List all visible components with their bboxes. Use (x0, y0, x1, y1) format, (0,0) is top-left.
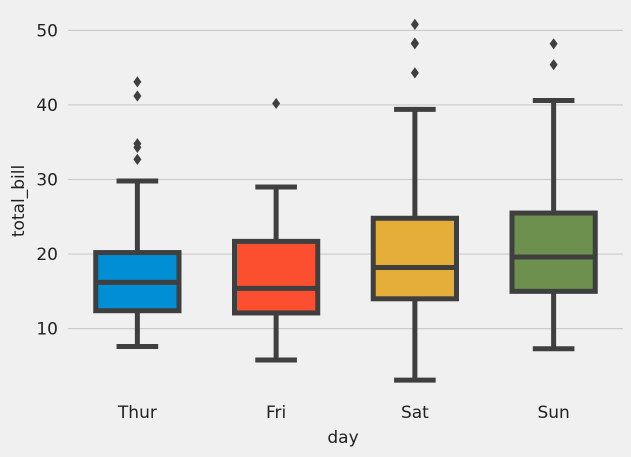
x-tick-label-thur: Thur (117, 403, 157, 423)
outlier-point (410, 37, 419, 49)
box-thur (93, 76, 182, 350)
x-tick-label-sun: Sun (537, 403, 569, 423)
outlier-point (133, 138, 142, 150)
outlier-point (272, 97, 281, 110)
x-tick-label-fri: Fri (266, 403, 286, 423)
y-tick-label-10: 10 (36, 320, 58, 340)
y-axis-label: total_bill (9, 165, 29, 237)
outlier-point (410, 18, 419, 31)
iqr-box (232, 238, 321, 316)
y-tick-labels: 10 20 30 40 50 (36, 21, 58, 339)
outlier-point (549, 38, 558, 50)
x-axis-label: day (327, 428, 358, 448)
box-sun (509, 38, 598, 352)
outlier-point (133, 76, 142, 88)
y-tick-label-30: 30 (36, 170, 58, 190)
iqr-box (509, 210, 598, 294)
y-tick-label-20: 20 (36, 245, 58, 265)
box-fri (232, 97, 321, 363)
outlier-point (410, 67, 419, 79)
outlier-point (549, 59, 558, 71)
boxes (93, 18, 598, 383)
y-tick-label-50: 50 (36, 21, 58, 41)
box-sat (370, 18, 459, 383)
y-tick-label-40: 40 (36, 96, 58, 116)
outlier-point (133, 90, 142, 102)
x-tick-labels: Thur Fri Sat Sun (117, 403, 570, 423)
iqr-box (370, 215, 459, 302)
x-tick-label-sat: Sat (401, 403, 429, 423)
outlier-point (133, 153, 142, 165)
